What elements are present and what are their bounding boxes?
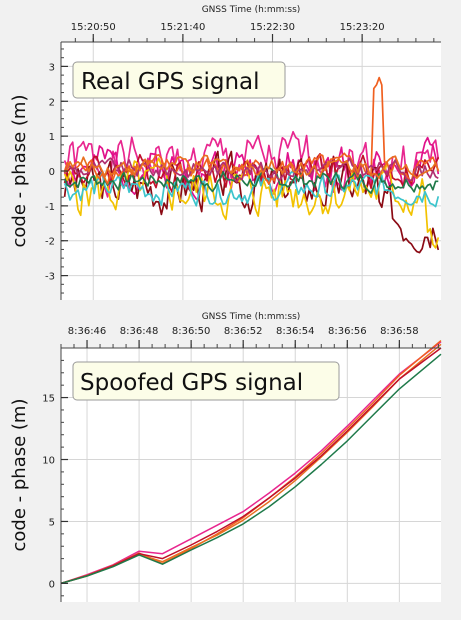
x-tick-label: 15:21:40 xyxy=(160,22,205,33)
annotation-box: Real GPS signal xyxy=(72,61,286,99)
x-tick-label: 15:22:30 xyxy=(250,22,295,33)
series-line xyxy=(60,341,442,585)
y-tick-label: 2 xyxy=(49,97,55,108)
series-line xyxy=(63,166,439,194)
y-tick-label: 5 xyxy=(49,517,55,528)
y-tick-label: 0 xyxy=(49,579,55,590)
x-tick-label: 8:36:50 xyxy=(172,326,211,337)
y-tick-label: 1 xyxy=(49,132,55,143)
x-tick-label: 8:36:48 xyxy=(120,326,159,337)
series-line xyxy=(63,170,440,208)
y-tick-label: -3 xyxy=(45,272,55,283)
x-tick-label: 15:20:50 xyxy=(71,22,116,33)
series-group xyxy=(60,340,442,585)
series-line xyxy=(63,154,440,180)
x-tick-label: 8:36:56 xyxy=(328,326,367,337)
y-tick-label: 3 xyxy=(49,62,55,73)
x-axis-title: GNSS Time (h:mm:ss) xyxy=(202,5,301,15)
real-gps-chart: 15:20:50 15:21:40 15:22:30 15:23:20 3 2 1 0 -1 -2… xyxy=(9,5,441,300)
spoofed-gps-chart: 8:36:46 8:36:48 8:36:50 8:36:52 8:36:54 8:36:… xyxy=(9,312,442,602)
axes: 15:20:50 15:21:40 15:22:30 15:23:20 3 2 1 0 -1 -2… xyxy=(45,22,441,300)
y-tick-label: 0 xyxy=(49,167,55,178)
spoofed-gps-chart-panel: 8:36:46 8:36:48 8:36:50 8:36:52 8:36:54 8:36:… xyxy=(0,308,461,620)
y-tick-label: -1 xyxy=(45,202,55,213)
axes: 8:36:46 8:36:48 8:36:50 8:36:52 8:36:54 8:36:… xyxy=(42,326,441,602)
x-tick-label: 8:36:54 xyxy=(276,326,315,337)
y-tick-label: 10 xyxy=(42,456,55,467)
annotation-label: Spoofed GPS signal xyxy=(80,370,303,396)
series-line xyxy=(63,157,440,249)
series-line xyxy=(63,157,439,183)
real-gps-chart-panel: 15:20:50 15:21:40 15:22:30 15:23:20 3 2 1 0 -1 -2… xyxy=(0,0,461,305)
x-axis-title: GNSS Time (h:mm:ss) xyxy=(202,312,301,322)
x-tick-label: 8:36:52 xyxy=(224,326,263,337)
x-tick-label: 8:36:58 xyxy=(380,326,419,337)
annotation-box: Spoofed GPS signal xyxy=(72,361,340,401)
y-tick-label: 15 xyxy=(42,394,55,405)
series-line xyxy=(60,347,442,585)
series-group xyxy=(63,76,440,254)
y-axis-title: code - phase (m) xyxy=(9,95,30,248)
x-tick-label: 8:36:46 xyxy=(68,326,107,337)
y-tick-label: -2 xyxy=(45,237,55,248)
annotation-label: Real GPS signal xyxy=(81,69,260,95)
x-tick-label: 15:23:20 xyxy=(340,22,385,33)
series-line xyxy=(60,353,442,585)
y-axis-title: code - phase (m) xyxy=(9,399,30,552)
